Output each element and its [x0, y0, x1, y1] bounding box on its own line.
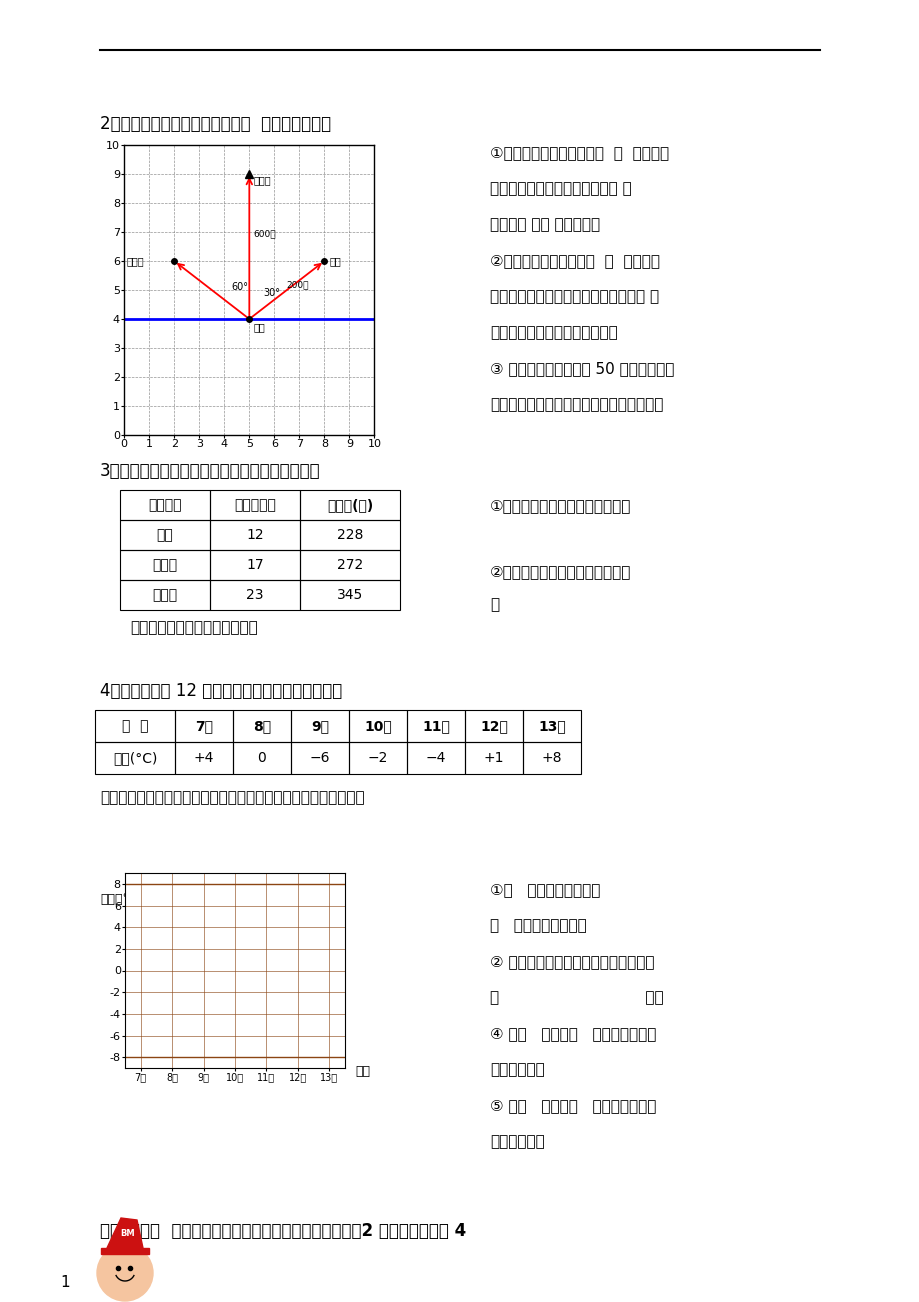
Text: 某地12月份一周内最低气温统计图: 某地12月份一周内最低气温统计图	[179, 875, 300, 888]
Text: ＿＿＿＿ ＿＿ 的方向上。: ＿＿＿＿ ＿＿ 的方向上。	[490, 217, 599, 232]
Text: 60°: 60°	[232, 283, 248, 292]
Text: 学校: 学校	[253, 322, 265, 332]
Text: 营业额(元): 营业额(元)	[326, 497, 373, 512]
Text: 3、下表是超市百货部一些商品一天的销售情况：: 3、下表是超市百货部一些商品一天的销售情况：	[100, 462, 321, 480]
Bar	[300, 549, 400, 579]
Text: 7日: 7日	[195, 719, 213, 733]
Bar	[175, 742, 233, 773]
Text: 4、下面是某地 12 月份一周内的最低气温统计表。: 4、下面是某地 12 月份一周内的最低气温统计表。	[100, 682, 342, 700]
Text: BM: BM	[120, 1229, 135, 1237]
Text: 0: 0	[257, 751, 267, 766]
Text: 气温(°C): 气温(°C)	[113, 751, 157, 766]
Text: 商品名称: 商品名称	[148, 497, 182, 512]
Bar	[406, 742, 464, 773]
Text: ②车站所在的位置是在（  ，  ），若以: ②车站所在的位置是在（ ， ），若以	[490, 253, 659, 268]
Text: 345: 345	[336, 589, 363, 602]
Text: ⑤ 从（   ）日到（   ）日一天内的气: ⑤ 从（ ）日到（ ）日一天内的气	[490, 1098, 655, 1113]
Text: ①（   ）日的气温最低；: ①（ ）日的气温最低；	[490, 881, 600, 897]
Text: （   ）日的气温最高。: （ ）日的气温最高。	[490, 918, 586, 934]
Text: 学校到体育馆，＿＿＿分钟能到达体育馆。: 学校到体育馆，＿＿＿分钟能到达体育馆。	[490, 397, 663, 411]
Bar	[290, 710, 348, 742]
Text: 体育馆: 体育馆	[253, 176, 270, 185]
Text: 计: 计	[490, 598, 499, 612]
Bar	[101, 1249, 149, 1254]
Text: −4: −4	[425, 751, 446, 766]
Text: 一个月，以及一年的销售数量？: 一个月，以及一年的销售数量？	[130, 620, 257, 635]
Text: 11日: 11日	[422, 719, 449, 733]
Text: 23: 23	[246, 589, 264, 602]
Text: 2、下图是某学校周围的建筑物：  请你观察一下：: 2、下图是某学校周围的建筑物： 请你观察一下：	[100, 115, 331, 133]
Text: 272: 272	[336, 559, 363, 572]
Text: 气温（℃）: 气温（℃）	[100, 893, 144, 906]
Text: +4: +4	[194, 751, 214, 766]
Text: 200米: 200米	[287, 280, 309, 289]
Text: +1: +1	[483, 751, 504, 766]
Bar	[119, 519, 210, 549]
Bar	[290, 742, 348, 773]
Text: 洗发液: 洗发液	[153, 589, 177, 602]
Circle shape	[96, 1245, 153, 1301]
Bar	[233, 742, 290, 773]
Text: 日  期: 日 期	[121, 719, 148, 733]
Text: ①图书馆所在的位置是在（  ，  ），若以: ①图书馆所在的位置是在（ ， ），若以	[490, 145, 668, 160]
Text: 228: 228	[336, 529, 363, 542]
Bar	[210, 549, 300, 579]
Bar	[464, 742, 522, 773]
Bar	[119, 579, 210, 611]
Polygon shape	[107, 1217, 142, 1249]
Text: 图书馆: 图书馆	[127, 256, 144, 266]
Bar	[300, 519, 400, 549]
Text: 肥皂粉: 肥皂粉	[153, 559, 177, 572]
Text: 10日: 10日	[364, 719, 391, 733]
Text: 温上升最快。: 温上升最快。	[490, 1134, 544, 1148]
Bar	[119, 490, 210, 519]
Text: 学校为观察点，车站在学校＿＿偏＿＿ ＿: 学校为观察点，车站在学校＿＿偏＿＿ ＿	[490, 289, 658, 303]
Bar	[210, 579, 300, 611]
Text: 根据表中的数据，先绘制出折线统计图，再根据折线统计图填空。: 根据表中的数据，先绘制出折线统计图，再根据折线统计图填空。	[100, 790, 364, 805]
Bar	[522, 710, 581, 742]
Text: −6: −6	[310, 751, 330, 766]
Bar	[348, 710, 406, 742]
Text: 学校为观察点，图书馆在学校＿ 偏: 学校为观察点，图书馆在学校＿ 偏	[490, 181, 631, 197]
Bar	[175, 710, 233, 742]
Text: 12: 12	[246, 529, 264, 542]
Text: 1: 1	[60, 1275, 70, 1290]
Text: ②根据这一天毛巾的销售情况，估: ②根据这一天毛巾的销售情况，估	[490, 564, 630, 579]
Text: 600米: 600米	[253, 229, 276, 238]
Text: ② 一周内最低气温从低到高排起来是：: ② 一周内最低气温从低到高排起来是：	[490, 954, 653, 969]
Text: ④ 从（   ）日到（   ）日一天内的气: ④ 从（ ）日到（ ）日一天内的气	[490, 1026, 655, 1042]
Text: 单价（元）: 单价（元）	[233, 497, 276, 512]
Bar	[210, 490, 300, 519]
Text: 日期: 日期	[355, 1065, 369, 1078]
Text: 17: 17	[246, 559, 264, 572]
Bar	[233, 710, 290, 742]
Bar	[210, 519, 300, 549]
Bar	[300, 490, 400, 519]
Bar	[522, 742, 581, 773]
Text: 方向上，距离学校＿＿＿＿米。: 方向上，距离学校＿＿＿＿米。	[490, 326, 617, 340]
Bar	[95, 710, 175, 742]
Text: 数学小博士。  有黑、白棋子各一盒，黑子的数目是白子的2 倍。如果每次取 4: 数学小博士。 有黑、白棋子各一盒，黑子的数目是白子的2 倍。如果每次取 4	[100, 1223, 466, 1240]
Text: 8日: 8日	[253, 719, 271, 733]
Bar	[464, 710, 522, 742]
Text: −2: −2	[368, 751, 388, 766]
Text: （                              ）。: （ ）。	[490, 990, 663, 1005]
Text: 13日: 13日	[538, 719, 565, 733]
Text: 温下降最快。: 温下降最快。	[490, 1062, 544, 1077]
Text: 12日: 12日	[480, 719, 507, 733]
Text: +8: +8	[541, 751, 562, 766]
Text: 30°: 30°	[263, 288, 279, 298]
Bar	[348, 742, 406, 773]
Text: 车站: 车站	[329, 256, 341, 266]
Bar	[95, 742, 175, 773]
Text: ①这一天中哪一种日用品最畅销？: ①这一天中哪一种日用品最畅销？	[490, 497, 630, 513]
Text: 毛巾: 毛巾	[156, 529, 173, 542]
Bar	[300, 579, 400, 611]
Bar	[119, 549, 210, 579]
Text: 9日: 9日	[311, 719, 329, 733]
Bar	[406, 710, 464, 742]
Text: ③ 放学后，小明以每分 50 米的速度，从: ③ 放学后，小明以每分 50 米的速度，从	[490, 361, 674, 376]
